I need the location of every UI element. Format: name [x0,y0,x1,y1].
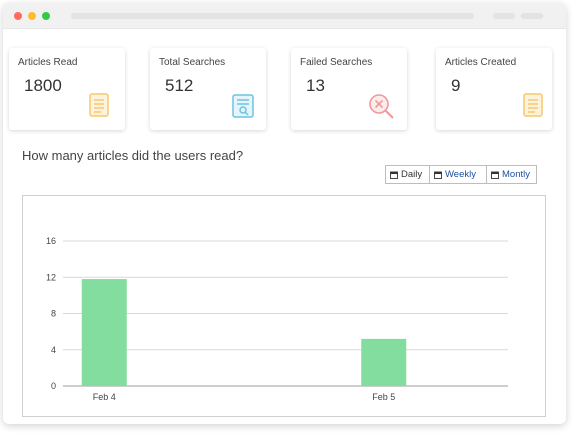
toggle-monthly[interactable]: Montly [487,166,536,183]
toggle-daily-label: Daily [401,169,423,180]
document-search-icon [232,94,254,118]
y-tick-label: 4 [51,345,56,355]
x-tick-label: Feb 4 [93,392,116,402]
bar-feb-5 [361,338,407,386]
stat-label: Failed Searches [300,57,373,68]
document-icon [523,93,543,117]
stat-value: 9 [451,76,461,95]
stat-card-failed-searches: Failed Searches 13 [291,48,407,130]
close-window-dot[interactable] [14,12,22,20]
document-icon [89,93,109,117]
failed-search-icon [369,94,394,119]
x-tick-label: Feb 5 [372,392,395,402]
stat-card-articles-created: Articles Created 9 [436,48,552,130]
stat-card-articles-read: Articles Read 1800 [9,48,125,130]
y-tick-label: 16 [46,236,56,246]
toggle-daily[interactable]: Daily [386,166,430,183]
calendar-icon [491,171,499,179]
y-tick-label: 12 [46,272,56,282]
maximize-window-dot[interactable] [42,12,50,20]
title-bar [3,3,566,29]
bar-chart-panel: 0 4 8 12 16 Feb 4 Feb 5 [22,195,546,417]
toggle-weekly[interactable]: Weekly [430,166,487,183]
address-bar[interactable] [71,13,474,19]
stat-value: 13 [306,76,325,95]
stat-label: Total Searches [159,57,226,68]
stat-value: 512 [165,76,194,95]
bar-feb-4 [81,279,127,386]
y-tick-label: 0 [51,381,56,391]
period-toggle: Daily Weekly Montly [385,165,537,184]
stat-label: Articles Created [445,57,517,68]
calendar-icon [434,171,442,179]
articles-read-bar-chart: 0 4 8 12 16 Feb 4 Feb 5 [46,236,508,402]
toolbar-button[interactable] [521,13,543,19]
stat-label: Articles Read [18,57,78,68]
toggle-weekly-label: Weekly [445,169,476,180]
stat-card-total-searches: Total Searches 512 [150,48,266,130]
chart-question-heading: How many articles did the users read? [22,148,244,163]
y-tick-label: 8 [51,309,56,319]
toolbar-button[interactable] [493,13,515,19]
minimize-window-dot[interactable] [28,12,36,20]
stat-value: 1800 [24,76,62,95]
calendar-icon [390,171,398,179]
toggle-monthly-label: Montly [502,169,530,180]
